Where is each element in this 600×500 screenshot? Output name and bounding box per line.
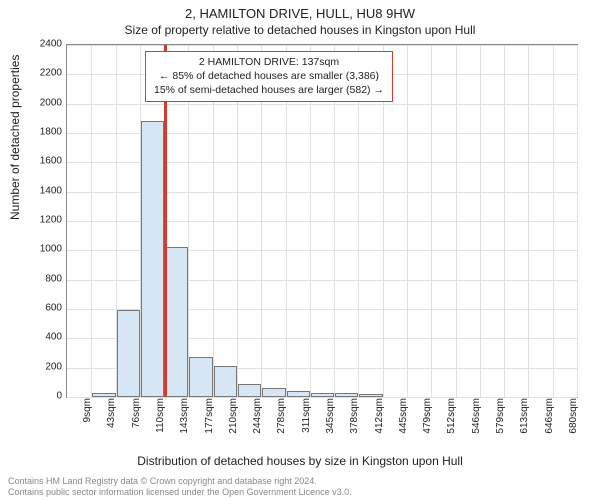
- gridline-v: [456, 45, 457, 397]
- chart-container: 2, HAMILTON DRIVE, HULL, HU8 9HW Size of…: [0, 0, 600, 500]
- callout-line3: 15% of semi-detached houses are larger (…: [154, 83, 384, 97]
- histogram-bar: [214, 366, 237, 397]
- x-tick-label: 579sqm: [495, 398, 506, 446]
- histogram-bar: [238, 384, 261, 397]
- y-tick-label: 1600: [28, 156, 62, 167]
- histogram-bar: [141, 121, 164, 397]
- x-tick-label: 479sqm: [422, 398, 433, 446]
- x-tick-label: 613sqm: [519, 398, 530, 446]
- histogram-bar: [165, 247, 188, 397]
- gridline-v: [91, 45, 92, 397]
- x-tick-label: 680sqm: [568, 398, 579, 446]
- y-tick-label: 600: [28, 303, 62, 314]
- gridline-v: [528, 45, 529, 397]
- x-tick-label: 646sqm: [544, 398, 555, 446]
- x-tick-label: 378sqm: [349, 398, 360, 446]
- y-tick-label: 2200: [28, 68, 62, 79]
- chart-title: 2, HAMILTON DRIVE, HULL, HU8 9HW: [0, 0, 600, 21]
- x-tick-label: 110sqm: [155, 398, 166, 446]
- x-tick-label: 9sqm: [82, 398, 93, 446]
- y-tick-label: 1200: [28, 215, 62, 226]
- x-tick-label: 311sqm: [301, 398, 312, 446]
- chart-subtitle: Size of property relative to detached ho…: [0, 23, 600, 37]
- y-tick-label: 1000: [28, 244, 62, 255]
- gridline-v: [480, 45, 481, 397]
- histogram-bar: [189, 357, 212, 397]
- gridline-v: [504, 45, 505, 397]
- gridline-h: [67, 104, 577, 105]
- gridline-v: [431, 45, 432, 397]
- y-tick-label: 2000: [28, 97, 62, 108]
- footer-line1: Contains HM Land Registry data © Crown c…: [8, 476, 352, 487]
- x-tick-label: 76sqm: [131, 398, 142, 446]
- histogram-bar: [92, 393, 115, 397]
- histogram-bar: [287, 391, 310, 397]
- y-tick-label: 800: [28, 273, 62, 284]
- x-axis-label: Distribution of detached houses by size …: [0, 454, 600, 468]
- y-tick-label: 400: [28, 332, 62, 343]
- x-tick-label: 278sqm: [276, 398, 287, 446]
- x-tick-label: 345sqm: [325, 398, 336, 446]
- histogram-bar: [335, 393, 358, 397]
- callout-line2: ← 85% of detached houses are smaller (3,…: [154, 69, 384, 83]
- histogram-bar: [262, 388, 285, 397]
- histogram-bar: [117, 310, 140, 397]
- y-tick-label: 200: [28, 361, 62, 372]
- plot-area: 2 HAMILTON DRIVE: 137sqm ← 85% of detach…: [66, 44, 578, 398]
- histogram-bar: [359, 394, 382, 397]
- y-axis-label: Number of detached properties: [8, 55, 22, 220]
- x-tick-label: 512sqm: [446, 398, 457, 446]
- gridline-v: [407, 45, 408, 397]
- gridline-v: [553, 45, 554, 397]
- y-tick-label: 1800: [28, 127, 62, 138]
- footer-line2: Contains public sector information licen…: [8, 487, 352, 498]
- x-tick-label: 43sqm: [106, 398, 117, 446]
- x-tick-label: 412sqm: [374, 398, 385, 446]
- y-tick-label: 0: [28, 391, 62, 402]
- x-tick-label: 143sqm: [179, 398, 190, 446]
- y-tick-label: 1400: [28, 185, 62, 196]
- marker-callout: 2 HAMILTON DRIVE: 137sqm ← 85% of detach…: [145, 51, 393, 102]
- x-tick-label: 210sqm: [228, 398, 239, 446]
- callout-line1: 2 HAMILTON DRIVE: 137sqm: [154, 55, 384, 69]
- x-tick-label: 244sqm: [252, 398, 263, 446]
- y-tick-label: 2400: [28, 39, 62, 50]
- x-tick-label: 445sqm: [398, 398, 409, 446]
- x-tick-label: 177sqm: [204, 398, 215, 446]
- x-tick-label: 546sqm: [471, 398, 482, 446]
- gridline-v: [577, 45, 578, 397]
- histogram-bar: [311, 393, 334, 397]
- gridline-h: [67, 45, 577, 46]
- footer-text: Contains HM Land Registry data © Crown c…: [8, 476, 352, 499]
